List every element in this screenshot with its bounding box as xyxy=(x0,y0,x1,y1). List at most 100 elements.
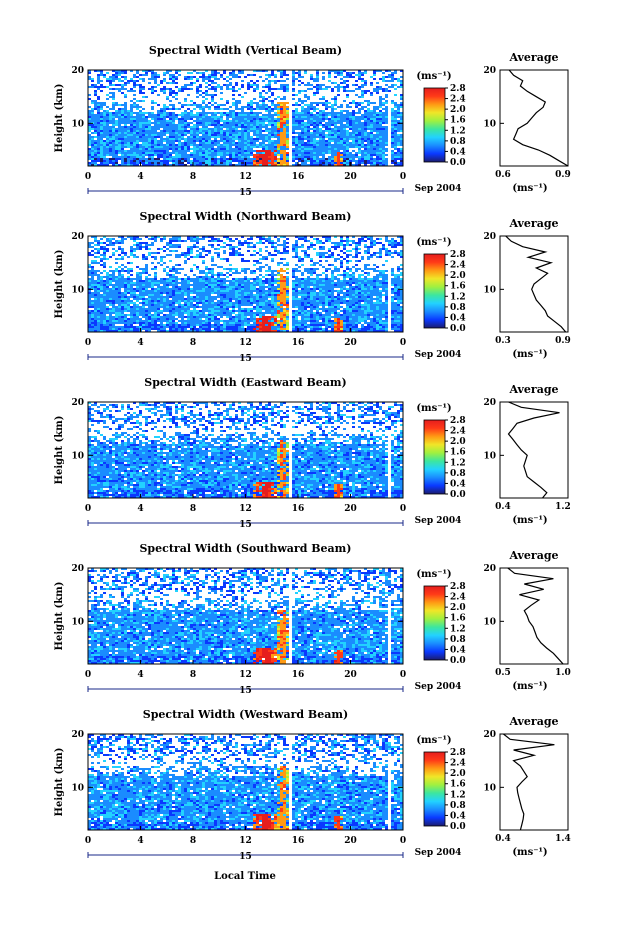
heatmap-cell xyxy=(199,162,202,164)
heatmap-cell xyxy=(181,310,184,312)
heatmap-cell xyxy=(322,158,325,160)
heatmap-cell xyxy=(280,156,283,158)
heatmap-cell xyxy=(190,152,193,154)
heatmap-cell xyxy=(349,136,352,138)
heatmap-cell xyxy=(106,78,109,80)
heatmap-cell xyxy=(238,322,241,324)
heatmap-cell xyxy=(235,330,238,332)
heatmap-cell xyxy=(280,126,283,128)
heatmap-cell xyxy=(376,140,379,142)
heatmap-cell xyxy=(238,324,241,326)
chart-title: Spectral Width (Northward Beam) xyxy=(140,210,352,223)
heatmap-cell xyxy=(301,146,304,148)
heatmap-cell xyxy=(271,330,274,332)
heatmap-cell xyxy=(232,74,235,76)
heatmap-cell xyxy=(109,324,112,326)
heatmap-cell xyxy=(226,154,229,156)
heatmap-cell xyxy=(229,88,232,90)
heatmap-cell xyxy=(343,90,346,92)
heatmap-cell xyxy=(253,322,256,324)
heatmap-cell xyxy=(115,120,118,122)
heatmap-cell xyxy=(160,120,163,122)
heatmap-cell xyxy=(358,108,361,110)
heatmap-cell xyxy=(115,76,118,78)
heatmap-cell xyxy=(256,160,259,162)
heatmap-cell xyxy=(352,314,355,316)
heatmap-cell xyxy=(313,162,316,164)
heatmap-cell xyxy=(328,80,331,82)
heatmap-cell xyxy=(100,122,103,124)
heatmap-cell xyxy=(283,308,286,310)
heatmap-cell xyxy=(337,158,340,160)
heatmap-cell xyxy=(328,148,331,150)
heatmap-cell xyxy=(316,144,319,146)
panel-2: Spectral Width (Northward Beam)1020Heigh… xyxy=(54,210,571,364)
heatmap-cell xyxy=(274,142,277,144)
heatmap-cell xyxy=(397,308,400,310)
heatmap-cell xyxy=(397,150,400,152)
heatmap-cell xyxy=(376,326,379,328)
heatmap-cell xyxy=(280,154,283,156)
heatmap-cell xyxy=(187,108,190,110)
heatmap-cell xyxy=(271,306,274,308)
heatmap-cell xyxy=(181,160,184,162)
heatmap-cell xyxy=(229,154,232,156)
heatmap-cell xyxy=(337,106,340,108)
heatmap-cell xyxy=(280,158,283,160)
heatmap-cell xyxy=(286,304,289,306)
heatmap-cell xyxy=(202,124,205,126)
heatmap-cell xyxy=(271,144,274,146)
heatmap-cell xyxy=(265,162,268,164)
heatmap-cell xyxy=(388,76,391,78)
heatmap-cell xyxy=(349,120,352,122)
heatmap-cell xyxy=(178,130,181,132)
heatmap-cell xyxy=(139,124,142,126)
heatmap-cell xyxy=(202,310,205,312)
heatmap-cell xyxy=(355,310,358,312)
heatmap-cell xyxy=(274,146,277,148)
heatmap-cell xyxy=(91,78,94,80)
heatmap-cell xyxy=(133,154,136,156)
heatmap-cell xyxy=(400,98,403,100)
heatmap-cell xyxy=(364,82,367,84)
heatmap-cell xyxy=(145,330,148,332)
heatmap-cell xyxy=(313,320,316,322)
heatmap-cell xyxy=(274,318,277,320)
heatmap-cell xyxy=(241,70,244,72)
heatmap-cell xyxy=(214,158,217,160)
heatmap-cell xyxy=(247,138,250,140)
heatmap-cell xyxy=(316,108,319,110)
heatmap-cell xyxy=(106,128,109,130)
heatmap-cell xyxy=(208,112,211,114)
heatmap-cell xyxy=(157,120,160,122)
heatmap-cell xyxy=(244,122,247,124)
heatmap-cell xyxy=(118,310,121,312)
heatmap-cell xyxy=(235,156,238,158)
heatmap-cell xyxy=(121,130,124,132)
heatmap-cell xyxy=(145,138,148,140)
heatmap-cell xyxy=(112,158,115,160)
heatmap-cell xyxy=(151,136,154,138)
heatmap-cell xyxy=(226,136,229,138)
heatmap-cell xyxy=(376,134,379,136)
heatmap-cell xyxy=(148,128,151,130)
heatmap-cell xyxy=(169,160,172,162)
heatmap-cell xyxy=(127,150,130,152)
heatmap-cell xyxy=(343,164,346,166)
heatmap-cell xyxy=(214,318,217,320)
heatmap-cell xyxy=(379,126,382,128)
heatmap-cell xyxy=(301,106,304,108)
heatmap-cell xyxy=(298,128,301,130)
heatmap-cell xyxy=(196,112,199,114)
heatmap-cell xyxy=(91,156,94,158)
heatmap-cell xyxy=(358,320,361,322)
heatmap-cell xyxy=(316,318,319,320)
heatmap-cell xyxy=(400,140,403,142)
heatmap-cell xyxy=(103,322,106,324)
heatmap-cell xyxy=(334,308,337,310)
heatmap-cell xyxy=(274,158,277,160)
heatmap-cell xyxy=(265,310,268,312)
heatmap-cell xyxy=(367,156,370,158)
heatmap-cell xyxy=(115,322,118,324)
heatmap-cell xyxy=(307,158,310,160)
